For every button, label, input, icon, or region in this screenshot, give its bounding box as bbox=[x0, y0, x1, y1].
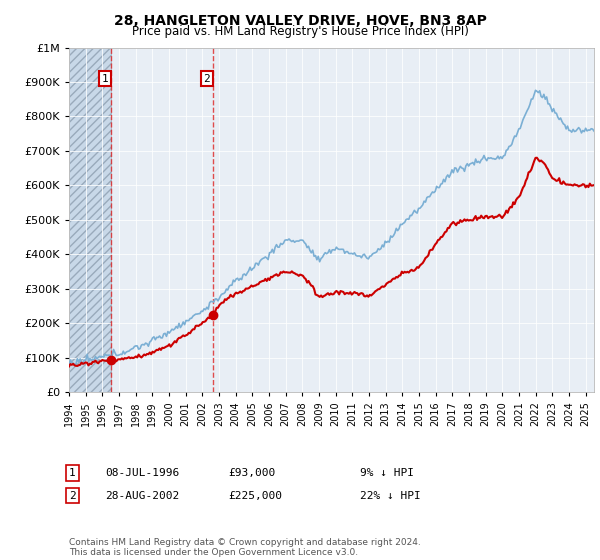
Bar bbox=[69, 48, 112, 392]
Text: 2: 2 bbox=[69, 491, 76, 501]
Text: 1: 1 bbox=[101, 73, 108, 83]
Text: 22% ↓ HPI: 22% ↓ HPI bbox=[360, 491, 421, 501]
Text: Price paid vs. HM Land Registry's House Price Index (HPI): Price paid vs. HM Land Registry's House … bbox=[131, 25, 469, 38]
Text: 28-AUG-2002: 28-AUG-2002 bbox=[105, 491, 179, 501]
Text: 1: 1 bbox=[69, 468, 76, 478]
Text: 28, HANGLETON VALLEY DRIVE, HOVE, BN3 8AP: 28, HANGLETON VALLEY DRIVE, HOVE, BN3 8A… bbox=[113, 14, 487, 28]
Text: Contains HM Land Registry data © Crown copyright and database right 2024.
This d: Contains HM Land Registry data © Crown c… bbox=[69, 538, 421, 557]
Bar bbox=[69, 48, 112, 392]
Text: £225,000: £225,000 bbox=[228, 491, 282, 501]
Text: £93,000: £93,000 bbox=[228, 468, 275, 478]
Text: 08-JUL-1996: 08-JUL-1996 bbox=[105, 468, 179, 478]
Text: 2: 2 bbox=[203, 73, 210, 83]
Text: 9% ↓ HPI: 9% ↓ HPI bbox=[360, 468, 414, 478]
